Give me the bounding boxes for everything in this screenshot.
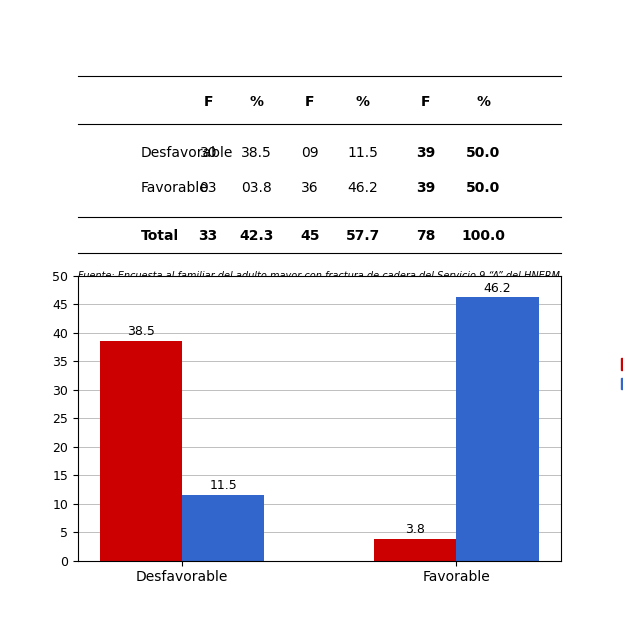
Text: Favorable: Favorable xyxy=(141,181,208,195)
Text: 38.5: 38.5 xyxy=(241,146,272,160)
Text: 36: 36 xyxy=(301,181,318,195)
Text: 50.0: 50.0 xyxy=(467,181,500,195)
Text: Total: Total xyxy=(141,229,179,243)
Text: 39: 39 xyxy=(416,181,435,195)
Text: 50.0: 50.0 xyxy=(467,146,500,160)
Text: 03: 03 xyxy=(199,181,217,195)
Legend: Insatisfecho, Satisfecho: Insatisfecho, Satisfecho xyxy=(616,353,623,396)
Bar xyxy=(374,539,457,561)
Text: 3.8: 3.8 xyxy=(406,523,426,536)
Text: 100.0: 100.0 xyxy=(462,229,505,243)
Bar xyxy=(457,297,539,561)
Text: F: F xyxy=(421,94,430,108)
Text: 46.2: 46.2 xyxy=(484,282,511,295)
Text: Desfavorable: Desfavorable xyxy=(141,146,233,160)
Text: 45: 45 xyxy=(300,229,320,243)
Text: 57.7: 57.7 xyxy=(346,229,380,243)
Text: Fuente: Encuesta al familiar del adulto mayor con fractura de cadera del Servici: Fuente: Encuesta al familiar del adulto … xyxy=(78,271,559,281)
Text: 30: 30 xyxy=(199,146,217,160)
Bar xyxy=(100,341,182,561)
Text: %: % xyxy=(250,94,264,108)
Text: %: % xyxy=(356,94,369,108)
Text: F: F xyxy=(204,94,213,108)
Text: 46.2: 46.2 xyxy=(348,181,378,195)
Text: 11.5: 11.5 xyxy=(347,146,378,160)
Text: F: F xyxy=(305,94,315,108)
Text: 42.3: 42.3 xyxy=(239,229,273,243)
Text: 78: 78 xyxy=(416,229,435,243)
Text: %: % xyxy=(477,94,490,108)
Text: 11.5: 11.5 xyxy=(209,479,237,492)
Bar xyxy=(182,495,264,561)
Text: 33: 33 xyxy=(199,229,218,243)
Text: 39: 39 xyxy=(416,146,435,160)
Text: 38.5: 38.5 xyxy=(127,326,155,338)
Text: 03.8: 03.8 xyxy=(241,181,272,195)
Text: 09: 09 xyxy=(301,146,318,160)
